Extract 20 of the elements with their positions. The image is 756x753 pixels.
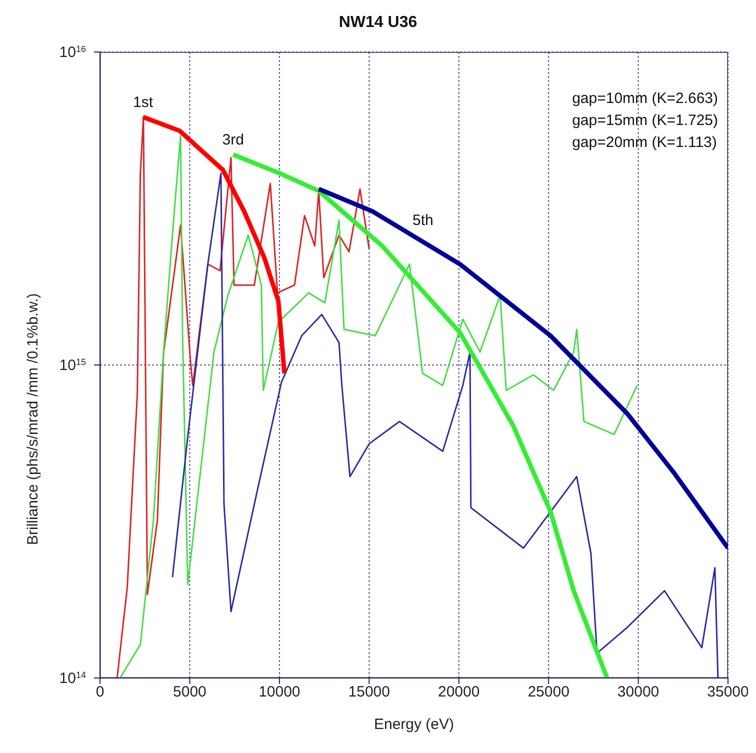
chart-title: NW14 U36 bbox=[338, 13, 418, 33]
x-tick-label: 5000 bbox=[173, 684, 206, 701]
x-axis-title: Energy (eV) bbox=[374, 716, 454, 733]
annotation: 3rd bbox=[222, 132, 244, 149]
x-tick-label: 25000 bbox=[528, 684, 570, 701]
y-tick-label: 10$^{14}$ bbox=[59, 670, 86, 687]
y-tick-label: 10$^{15}$ bbox=[59, 357, 86, 374]
annotation: 1st bbox=[133, 94, 154, 111]
annotation: gap=10mm (K=2.663) bbox=[572, 89, 718, 109]
annotation: 5th bbox=[412, 212, 434, 230]
y-tick-label: 10$^{16}$ bbox=[59, 44, 86, 61]
x-tick-label: 30000 bbox=[617, 684, 660, 701]
annotation: gap=20mm (K=1.113) bbox=[572, 133, 718, 153]
x-tick-label: 15000 bbox=[348, 684, 390, 701]
annotation: gap=15mm (K=1.725) bbox=[572, 111, 718, 131]
x-tick-label: 20000 bbox=[438, 684, 480, 701]
x-tick-label: 10000 bbox=[258, 684, 300, 701]
x-tick-label: 35000 bbox=[707, 684, 749, 701]
y-axis-title: Brilliance (phs/s/mrad /mm /0.1%b.w.) bbox=[24, 293, 42, 545]
x-tick-label: 0 bbox=[96, 684, 104, 701]
